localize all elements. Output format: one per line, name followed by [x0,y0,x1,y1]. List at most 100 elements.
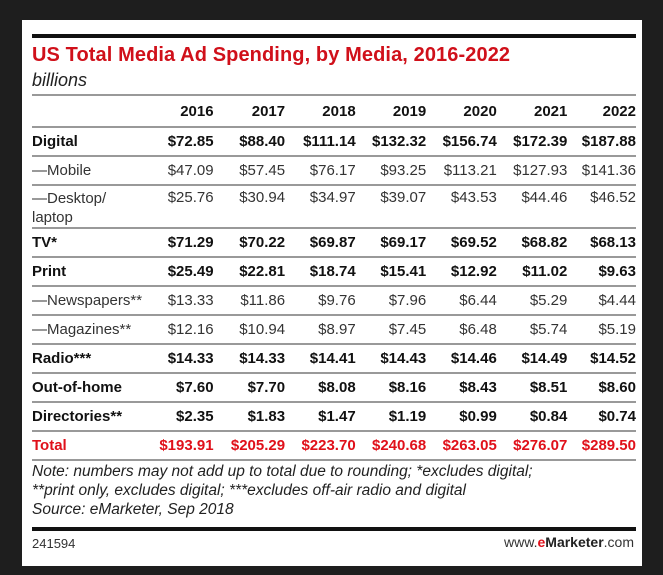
table-cell: $76.17 [285,155,356,185]
bottom-rule [32,527,636,531]
table-cell: $10.94 [213,314,286,344]
table-cell: $93.25 [355,155,427,185]
table-cell: $172.39 [496,126,568,156]
table-cell: $5.19 [567,314,636,344]
row-label: —Mobile [32,155,143,185]
chart-id: 241594 [32,536,76,551]
table-cell: $113.21 [426,155,497,185]
table-cell: $11.02 [496,256,568,286]
row-label: Total [32,430,143,461]
table-cell: $1.83 [213,401,286,431]
column-header: 2016 [142,94,214,127]
row-label: —Newspapers** [32,285,143,315]
column-header: 2017 [213,94,286,127]
table-cell: $132.32 [355,126,427,156]
table-cell: $69.52 [426,227,497,257]
table-cell: $14.43 [355,343,427,373]
table-row: —Mobile $47.09 $57.45 $76.17 $93.25 $113.21 $1… [32,155,636,185]
table-cell: $2.35 [142,401,214,431]
brand-suffix: .com [603,534,634,550]
table-cell: $0.74 [567,401,636,431]
table-cell: $7.45 [355,314,427,344]
table-cell: $5.74 [496,314,568,344]
table-cell: $13.33 [142,285,214,315]
table-cell: $187.88 [567,126,636,156]
table-cell: $14.52 [567,343,636,373]
table-row: —Magazines** $12.16 $10.94 $8.97 $7.45 $6.48 $… [32,314,636,344]
table-cell: $289.50 [567,430,636,461]
table-cell: $14.49 [496,343,568,373]
table-cell: $34.97 [285,184,356,228]
table-cell: $39.07 [355,184,427,228]
table-row: Digital $72.85 $88.40 $111.14 $132.32 $156.74… [32,126,636,156]
table-cell: $223.70 [285,430,356,461]
table-cell: $68.82 [496,227,568,257]
table-cell: $8.51 [496,372,568,402]
table-cell: $4.44 [567,285,636,315]
table-cell: $15.41 [355,256,427,286]
table-cell: $193.91 [142,430,214,461]
table-cell: $44.46 [496,184,568,228]
table-cell: $47.09 [142,155,214,185]
table-cell: $156.74 [426,126,497,156]
table-cell: $30.94 [213,184,286,228]
table-cell: $6.48 [426,314,497,344]
table-cell: $8.97 [285,314,356,344]
table-cell: $0.84 [496,401,568,431]
row-label: Out-of-home [32,372,143,402]
table-cell: $68.13 [567,227,636,257]
table-cell: $8.60 [567,372,636,402]
brand-e: e [537,534,546,550]
chart-subtitle: billions [32,70,88,90]
table-cell: $1.47 [285,401,356,431]
table-row: —Newspapers** $13.33 $11.86 $9.76 $7.96 $6.44… [32,285,636,315]
source-line: Source: eMarketer, Sep 2018 [32,501,234,518]
table-row: Total $193.91 $205.29 $223.70 $240.68 $263.05… [32,430,636,461]
table-cell: $22.81 [213,256,286,286]
table-cell: $276.07 [496,430,568,461]
table-cell: $25.49 [142,256,214,286]
header-row: 2016 2017 2018 2019 2020 2021 2022 [32,94,636,127]
table-cell: $72.85 [142,126,214,156]
table-cell: $69.87 [285,227,356,257]
table-cell: $43.53 [426,184,497,228]
table-cell: $12.16 [142,314,214,344]
table-cell: $0.99 [426,401,497,431]
column-header: 2019 [355,94,427,127]
table-cell: $14.41 [285,343,356,373]
table-row: Out-of-home $7.60 $7.70 $8.08 $8.16 $8.43 $8.5… [32,372,636,402]
table-cell: $141.36 [567,155,636,185]
column-header: 2022 [567,94,636,127]
table-cell: $6.44 [426,285,497,315]
table-cell: $14.33 [213,343,286,373]
table-cell: $240.68 [355,430,427,461]
row-label: Print [32,256,143,286]
table-cell: $8.43 [426,372,497,402]
row-label: Digital [32,126,143,156]
chart-card: US Total Media Ad Spending, by Media, 20… [22,20,642,566]
table-cell: $69.17 [355,227,427,257]
table-cell: $18.74 [285,256,356,286]
column-header: 2018 [285,94,356,127]
row-label: —Desktop/ laptop [32,184,143,228]
table-cell: $25.76 [142,184,214,228]
column-header: 2020 [426,94,497,127]
table-row: Print $25.49 $22.81 $18.74 $15.41 $12.92 $11.0… [32,256,636,286]
table-cell: $5.29 [496,285,568,315]
table-cell: $205.29 [213,430,286,461]
table-cell: $11.86 [213,285,286,315]
table-row: Radio*** $14.33 $14.33 $14.41 $14.43 $14.46 $1… [32,343,636,373]
table-row: Directories** $2.35 $1.83 $1.47 $1.19 $0.99 $0… [32,401,636,431]
header-blank [32,94,143,127]
table-cell: $127.93 [496,155,568,185]
table-cell: $8.16 [355,372,427,402]
chart-title: US Total Media Ad Spending, by Media, 20… [32,44,511,66]
row-label: TV* [32,227,143,257]
table-row: —Desktop/ laptop $25.76 $30.94 $34.97 $39.07… [32,184,636,228]
table-cell: $88.40 [213,126,286,156]
table-cell: $70.22 [213,227,286,257]
table-cell: $9.63 [567,256,636,286]
emarketer-logo: www.eMarketer.com [504,534,634,550]
table-cell: $7.70 [213,372,286,402]
row-label: Directories** [32,401,143,431]
